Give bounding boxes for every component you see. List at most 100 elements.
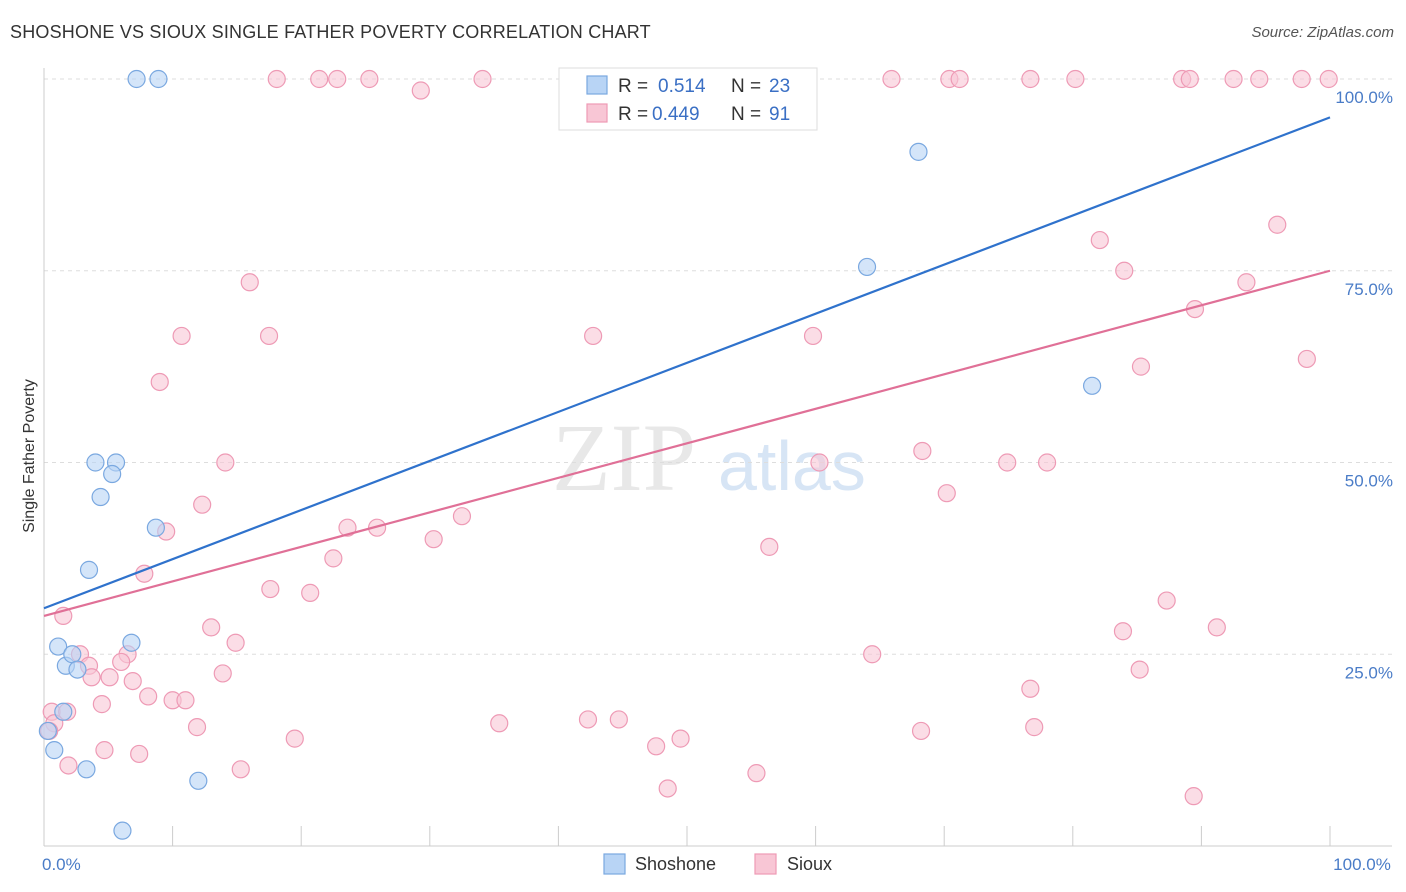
shoshone-point [146, 518, 165, 537]
shoshone-point [38, 721, 57, 741]
sioux-point [452, 507, 472, 526]
shoshone-point [857, 257, 877, 277]
sioux-point [82, 668, 101, 687]
sioux-point [202, 618, 221, 637]
chart-title: SHOSHONE VS SIOUX SINGLE FATHER POVERTY … [10, 22, 651, 42]
source-label: Source: ZipAtlas.com [1251, 24, 1394, 41]
sioux-point [150, 372, 169, 392]
x-tick-label: 0.0% [42, 855, 81, 874]
axes [43, 68, 1392, 847]
sioux-point [240, 273, 259, 292]
sioux-point [231, 760, 250, 779]
sioux-point [658, 779, 677, 798]
shoshone-point [91, 487, 110, 507]
sioux-point [59, 756, 78, 775]
sioux-point [882, 69, 901, 89]
sioux-point [1224, 69, 1243, 89]
sioux-point [1066, 69, 1085, 89]
sioux-point [267, 69, 286, 89]
shoshone-point [63, 645, 82, 664]
sioux-point [261, 579, 280, 599]
sioux-point [216, 453, 235, 472]
sioux-point [937, 484, 956, 503]
sioux-point [473, 69, 492, 89]
sioux-point [1131, 357, 1151, 376]
shoshone-point [49, 637, 68, 656]
legend-swatch-shoshone [586, 75, 608, 95]
bottom-legend-shoshone: Shoshone [635, 854, 716, 874]
series-legend: Shoshone Sioux [603, 853, 832, 875]
sioux-point [1292, 69, 1311, 89]
correlation-legend: R = 0.514 N = 23 R = 0.449 N = 91 [558, 67, 818, 131]
legend-r-label-sioux: R = [618, 104, 648, 125]
sioux-point [998, 453, 1017, 472]
legend-n-label-sioux: N = [731, 104, 761, 125]
sioux-point [1021, 679, 1040, 698]
legend-r-value-sioux: 0.449 [652, 104, 700, 125]
y-tick-label: 75.0% [1345, 280, 1393, 299]
sioux-point [411, 81, 430, 100]
sioux-point [172, 326, 191, 346]
shoshone-point [45, 741, 64, 760]
sioux-point [490, 714, 509, 733]
sioux-point [671, 729, 690, 748]
sioux-point [1115, 261, 1134, 280]
shoshone-point [127, 69, 146, 89]
sioux-point [647, 737, 666, 756]
bottom-legend-swatch-sioux [754, 853, 777, 875]
sioux-point [92, 695, 111, 714]
shoshone-point [79, 560, 99, 579]
sioux-point [810, 453, 829, 472]
sioux-point [1037, 453, 1057, 472]
bottom-legend-sioux: Sioux [787, 854, 832, 874]
sioux-point [584, 326, 603, 346]
legend-n-value-shoshone: 23 [769, 76, 790, 97]
sioux-point [1157, 591, 1176, 610]
trend-lines [43, 116, 1331, 617]
sioux-point [950, 69, 969, 89]
sioux-point [193, 495, 212, 514]
shoshone-points [38, 69, 1102, 840]
grid-lines [44, 78, 1392, 655]
sioux-point [130, 744, 149, 764]
sioux-point [285, 729, 304, 748]
shoshone-point [189, 771, 208, 790]
sioux-point [1021, 69, 1040, 89]
shoshone-point [1082, 376, 1102, 395]
watermark-atlas: atlas [718, 427, 866, 505]
shoshone-point [54, 702, 73, 721]
sioux-point [1319, 69, 1338, 89]
sioux-point [1090, 230, 1109, 250]
legend-swatch-sioux [586, 103, 608, 123]
sioux-point [1207, 618, 1226, 637]
watermark-zip: ZIP [552, 404, 696, 511]
sioux-point [226, 633, 245, 652]
x-tick-label: 100.0% [1333, 855, 1391, 874]
sioux-point [747, 764, 766, 783]
sioux-point [911, 721, 931, 741]
sioux-point [123, 671, 142, 691]
shoshone-point [122, 633, 141, 652]
sioux-point [803, 326, 823, 346]
legend-r-label-shoshone: R = [618, 76, 648, 97]
shoshone-point [909, 142, 928, 161]
sioux-point [609, 710, 628, 729]
sioux-point [913, 441, 932, 461]
tick-labels: 100.0% 75.0% 50.0% 25.0% 0.0% 100.0% [42, 88, 1393, 874]
sioux-point [360, 69, 379, 89]
sioux-point [213, 664, 232, 683]
sioux-point [139, 687, 158, 706]
sioux-point [95, 741, 114, 760]
sioux-point [424, 530, 443, 549]
sioux-point [1130, 660, 1149, 679]
legend-r-value-shoshone: 0.514 [658, 76, 706, 97]
shoshone-trend-line [43, 116, 1331, 610]
shoshone-point [113, 821, 132, 840]
shoshone-point [86, 453, 105, 472]
sioux-point [1250, 69, 1269, 89]
bottom-legend-swatch-shoshone [603, 853, 626, 875]
sioux-point [100, 668, 119, 687]
y-tick-label: 100.0% [1335, 88, 1393, 107]
y-axis-label: Single Father Poverty [21, 379, 38, 533]
